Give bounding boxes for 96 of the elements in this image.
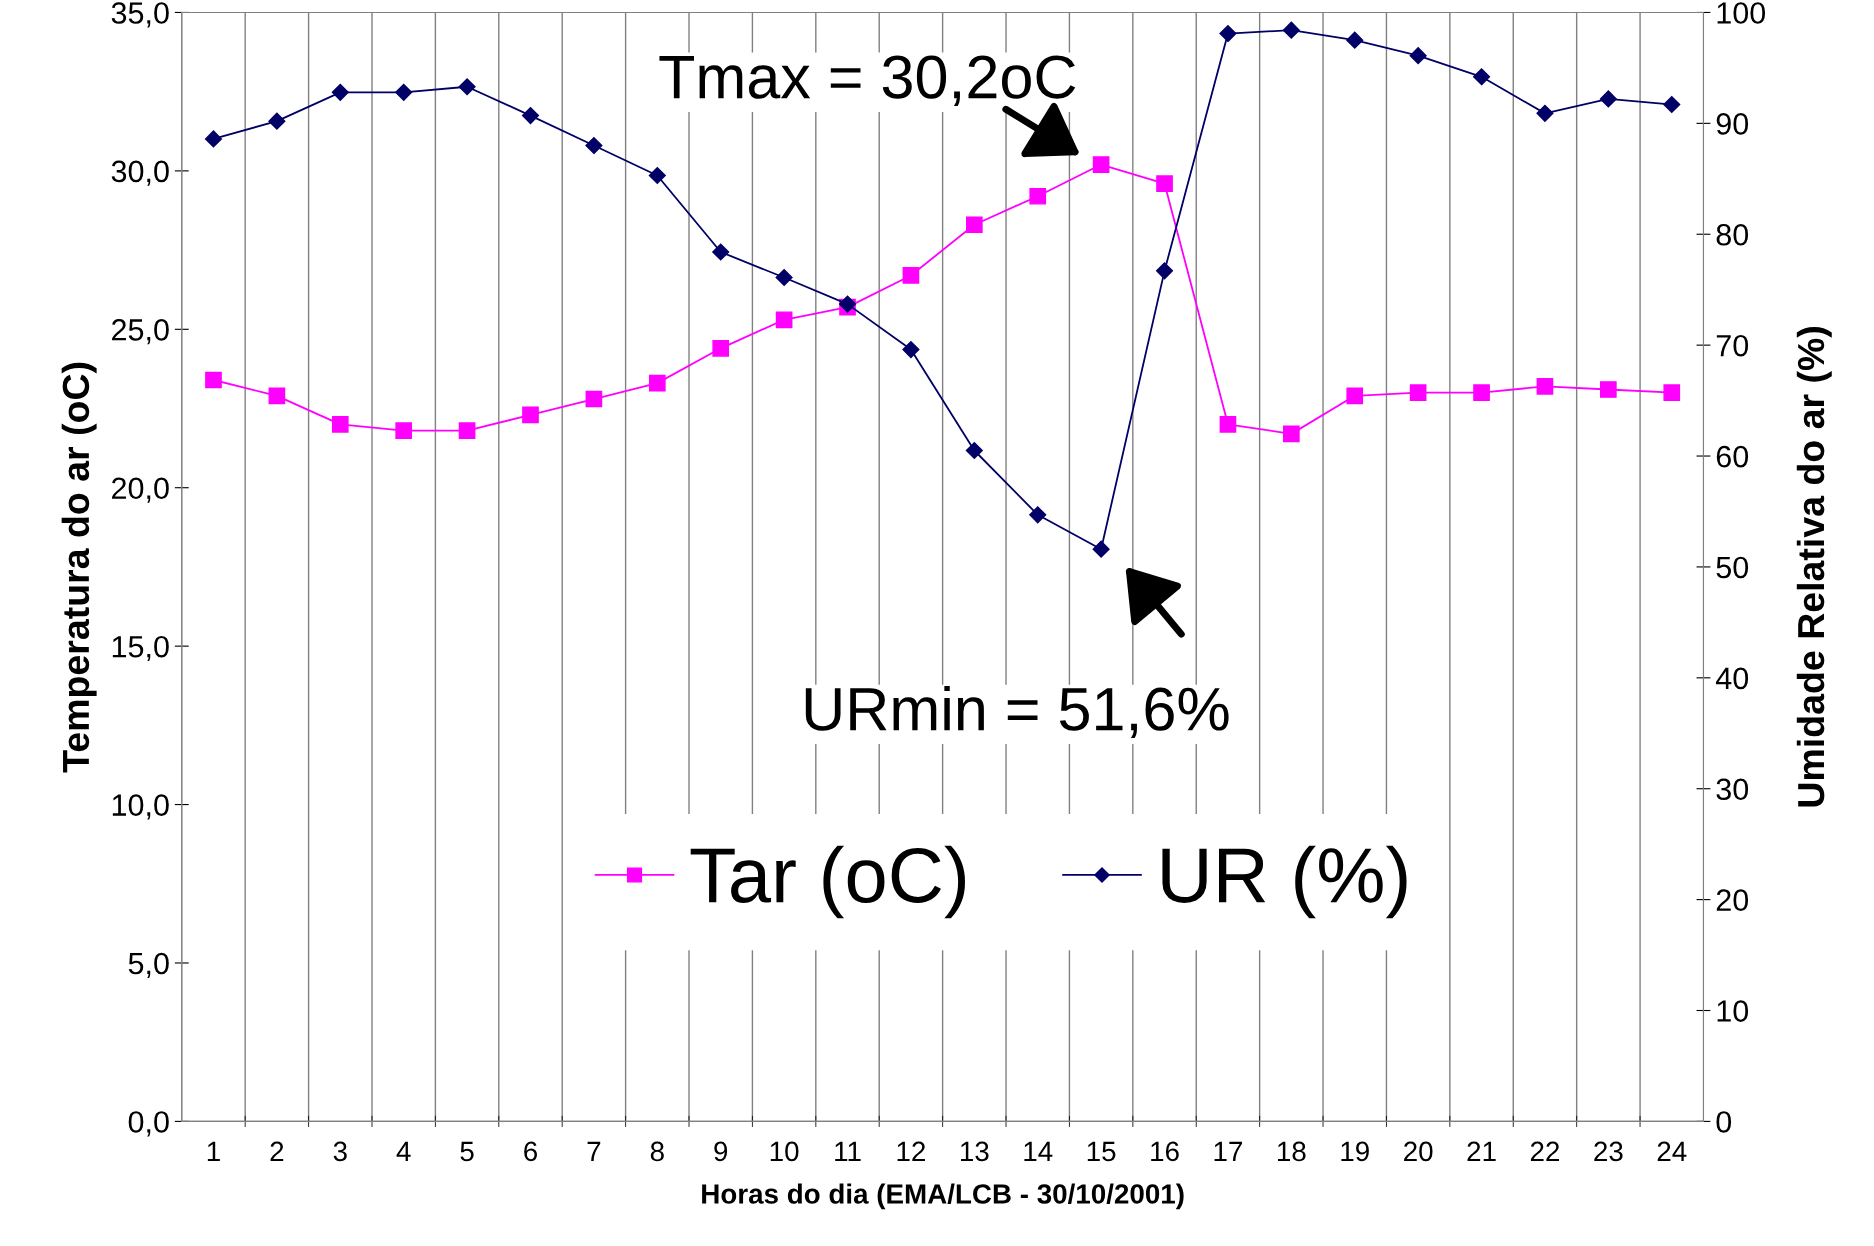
x-tick-label: 8 [650,1141,664,1162]
x-tick-label: 3 [333,1141,347,1162]
y-axis-title: Temperatura do ar (oC) [61,362,97,773]
y-tick-label: 20,0 [112,477,169,503]
point [1029,187,1047,205]
x-tick-label: 7 [587,1141,601,1161]
x-tick-label: 18 [1278,1141,1306,1162]
point [775,311,793,329]
y2-tick-label: 90 [1716,113,1749,135]
y-tick-label: 25,0 [112,319,169,345]
point [1409,384,1427,402]
point [712,243,730,261]
x-tick-label: 10 [770,1141,799,1162]
point [648,166,666,185]
y-tick-label: 5,0 [128,952,169,978]
y2-tick-label: 50 [1716,556,1749,579]
x-tick-label: 20 [1404,1141,1433,1162]
point [1282,21,1300,39]
y2-tick-label: 30 [1716,778,1749,801]
x-tick-label: 14 [1024,1141,1053,1161]
y-tick-label: 30,0 [111,160,169,186]
y2-tick-label: 70 [1716,334,1749,357]
point [458,78,476,96]
point [1409,47,1427,65]
point [902,341,920,359]
y-tick-label: 10,0 [112,794,169,820]
x-tick-label: 15 [1087,1141,1116,1162]
point [331,416,349,433]
point [1346,387,1364,405]
x-tick-label: 4 [396,1141,411,1161]
x-tick-label: 2 [270,1141,284,1161]
y-tick-label: 35,0 [111,2,169,28]
point [522,406,539,424]
x-tick-label: 12 [897,1141,925,1161]
x-tick-label: 19 [1341,1141,1369,1162]
point [712,339,730,357]
point [1029,506,1047,524]
y2-tick-label: 10 [1717,1000,1749,1022]
x-tick-label: 13 [960,1141,989,1162]
x-tick-label: 6 [524,1141,537,1162]
x-tick-label: 24 [1657,1141,1687,1161]
y2-tick-label: 60 [1716,445,1749,468]
point [1473,68,1491,86]
y-tick-label: 0,0 [128,1111,169,1137]
y2-tick-label: 40 [1715,667,1749,690]
x-tick-label: 17 [1214,1141,1242,1161]
point [331,83,349,101]
point [1599,90,1617,108]
point [268,387,286,405]
annotation: Tmax = 30,2oC [659,55,1076,106]
y2-tick-label: 100 [1717,2,1766,24]
x-tick-label: 1 [207,1141,220,1161]
point [1663,384,1681,402]
point [1663,95,1681,114]
point [965,441,983,460]
point [1155,262,1174,280]
point [1092,156,1110,173]
point [775,268,793,287]
y2-tick-label: 0 [1716,1111,1732,1133]
x-tick-label: 16 [1151,1141,1179,1162]
y2-axis-title: Umidade Relativa do ar (%) [1796,327,1832,807]
y2-tick-label: 80 [1716,223,1749,246]
point [204,130,223,148]
point [648,374,666,392]
point [458,422,476,440]
x-tick-label: 22 [1530,1141,1560,1161]
legend-label: Tar (oC) [690,845,965,919]
point [1156,175,1173,192]
x-tick-label: 11 [835,1141,861,1161]
point [268,112,286,130]
point [585,390,603,408]
point [902,267,920,284]
y2-tick-label: 20 [1716,889,1749,911]
point [1536,377,1554,395]
point [965,216,983,234]
point [395,422,413,440]
point [1283,425,1300,443]
x-tick-label: 9 [714,1141,728,1162]
point [1092,540,1110,558]
point [1219,416,1237,433]
point [521,107,540,125]
point [1473,384,1490,402]
annotation: URmin = 51,6% [805,685,1229,739]
x-tick-label: 23 [1594,1141,1623,1162]
y-tick-label: 15,0 [112,635,169,662]
x-axis-title: Horas do dia (EMA/LCB - 30/10/2001) [702,1183,1184,1210]
point [395,83,413,101]
point [205,371,222,389]
x-tick-label: 5 [460,1141,474,1162]
point [1536,104,1554,122]
point [1600,381,1617,398]
point [1346,31,1364,49]
point [1219,24,1237,43]
legend-label: UR (%) [1162,845,1407,919]
point [585,136,603,155]
x-tick-label: 21 [1467,1141,1496,1161]
